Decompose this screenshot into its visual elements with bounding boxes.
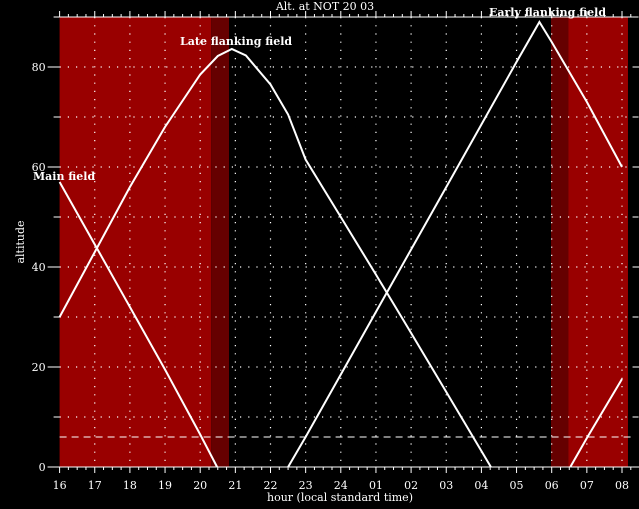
grid-layer bbox=[59, 17, 633, 467]
y-tick-label: 20 bbox=[32, 361, 46, 374]
x-tick-label: 08 bbox=[615, 479, 629, 492]
series-layer bbox=[58, 20, 623, 468]
y-tick-label: 80 bbox=[32, 61, 46, 74]
twilight-band bbox=[550, 17, 569, 467]
axes-layer: 16 17 18 19 20 21 22 23 24 01 02 03 04 05 06 07 08020406… bbox=[32, 11, 639, 492]
x-tick-label: 23 bbox=[299, 479, 313, 492]
twilight-band bbox=[211, 17, 230, 467]
x-tick-label: 03 bbox=[439, 479, 453, 492]
x-tick-label: 17 bbox=[88, 479, 102, 492]
x-tick-label: 04 bbox=[474, 479, 488, 492]
x-axis-label: hour (local standard time) bbox=[267, 491, 413, 504]
daylight-band bbox=[59, 17, 212, 467]
series-line-late-flanking-field bbox=[58, 47, 492, 468]
x-tick-label: 24 bbox=[334, 479, 348, 492]
chart-title: Alt. at NOT 20 03 bbox=[275, 0, 374, 13]
y-tick-label: 40 bbox=[32, 261, 46, 274]
x-tick-label: 01 bbox=[369, 479, 383, 492]
x-tick-label: 18 bbox=[123, 479, 137, 492]
y-tick-label: 0 bbox=[39, 461, 46, 474]
x-tick-label: 06 bbox=[545, 479, 559, 492]
series-line-early-flanking-field bbox=[287, 20, 623, 468]
x-tick-label: 16 bbox=[53, 479, 67, 492]
daylight-band bbox=[568, 17, 628, 467]
x-tick-label: 05 bbox=[510, 479, 524, 492]
series-line-main-field bbox=[569, 378, 623, 468]
x-tick-label: 07 bbox=[580, 479, 594, 492]
annotation-late-flanking-field: Late flanking field bbox=[180, 35, 292, 48]
series-line-main-field bbox=[58, 181, 218, 468]
x-tick-label: 20 bbox=[193, 479, 207, 492]
annotation-early-flanking-field: Early flanking field bbox=[489, 6, 606, 19]
x-tick-label: 22 bbox=[264, 479, 278, 492]
y-axis-label: altitude bbox=[14, 220, 27, 263]
x-tick-label: 21 bbox=[228, 479, 242, 492]
shading-layer bbox=[59, 17, 628, 467]
y-tick-label: 60 bbox=[32, 161, 46, 174]
x-tick-label: 02 bbox=[404, 479, 418, 492]
x-tick-label: 19 bbox=[158, 479, 172, 492]
annotation-main-field: Main field bbox=[33, 170, 95, 183]
